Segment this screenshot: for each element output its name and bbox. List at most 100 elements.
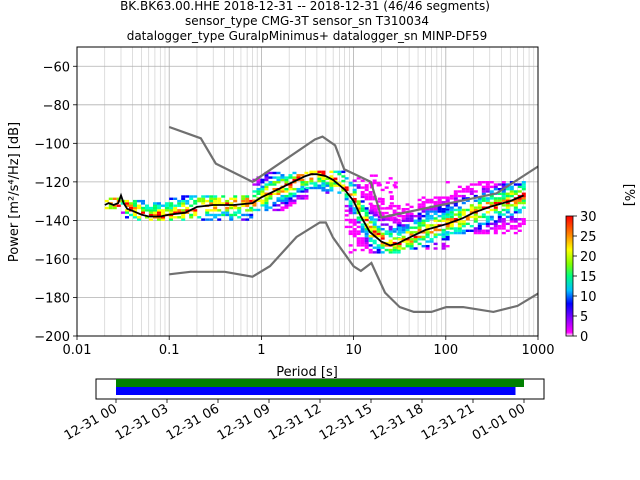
y-tick-label: −80 xyxy=(43,99,70,114)
density-cell xyxy=(296,197,301,200)
density-cell xyxy=(441,207,446,211)
density-cell xyxy=(260,201,265,205)
density-cell xyxy=(288,183,293,186)
density-cell xyxy=(229,213,234,217)
density-cell xyxy=(489,215,494,219)
density-cell xyxy=(481,206,486,209)
density-cell xyxy=(164,204,169,207)
density-cell xyxy=(213,202,218,205)
density-cell xyxy=(437,214,442,218)
density-cell xyxy=(237,209,242,212)
density-cell xyxy=(493,187,498,191)
density-cell xyxy=(217,213,222,217)
density-cell xyxy=(401,219,406,222)
density-cell xyxy=(457,206,462,209)
density-cell xyxy=(417,205,422,209)
density-cell xyxy=(252,201,257,205)
density-cell xyxy=(341,184,346,187)
density-cell xyxy=(229,197,234,200)
density-cell xyxy=(453,229,458,232)
density-cell xyxy=(485,181,490,184)
density-cell xyxy=(217,209,222,212)
density-cell xyxy=(477,201,482,205)
density-cell xyxy=(356,186,361,189)
density-cell xyxy=(501,183,506,186)
density-cell xyxy=(509,213,514,216)
density-cell xyxy=(481,190,486,193)
density-cell xyxy=(373,174,378,177)
density-cell xyxy=(229,206,234,210)
density-cell xyxy=(405,203,410,206)
density-cell xyxy=(437,210,442,213)
density-cell xyxy=(325,189,330,192)
density-cell xyxy=(425,235,430,239)
density-cell xyxy=(300,187,305,191)
density-cell xyxy=(481,185,486,189)
density-cell xyxy=(368,244,373,247)
density-cell xyxy=(300,183,305,186)
density-cell xyxy=(372,181,377,185)
density-cell xyxy=(344,204,349,208)
density-cell xyxy=(397,233,402,236)
grid-lines xyxy=(76,47,538,337)
density-cell xyxy=(148,213,153,217)
density-cell xyxy=(433,201,438,204)
density-cell xyxy=(437,219,442,222)
density-cell xyxy=(201,199,206,203)
density-cell xyxy=(352,209,357,212)
density-cell xyxy=(481,222,486,226)
density-cell xyxy=(169,197,174,200)
density-cell xyxy=(497,201,502,205)
density-cell xyxy=(360,248,365,252)
density-cell xyxy=(376,200,381,203)
density-cell xyxy=(433,203,438,206)
density-cell xyxy=(501,199,506,202)
density-cell xyxy=(272,192,277,195)
density-cell xyxy=(205,195,210,198)
colorbar-tick-label: 15 xyxy=(580,270,597,285)
density-cell xyxy=(392,204,397,208)
density-cell xyxy=(368,195,373,199)
density-cell xyxy=(457,229,462,232)
density-cell xyxy=(264,174,269,177)
density-cell xyxy=(369,209,374,212)
density-cell xyxy=(505,201,510,205)
noise-models xyxy=(168,125,539,314)
density-cell xyxy=(493,220,498,223)
density-cell xyxy=(433,217,438,220)
colorbar-tick-label: 0 xyxy=(580,330,588,345)
density-cell xyxy=(264,176,269,179)
density-cell xyxy=(360,228,365,231)
density-cell xyxy=(352,223,357,226)
density-cell xyxy=(384,248,389,252)
density-cell xyxy=(292,178,297,182)
density-cell xyxy=(264,192,269,195)
density-cell xyxy=(213,199,218,203)
density-cell xyxy=(389,195,394,198)
density-cell xyxy=(380,237,385,240)
density-cell xyxy=(276,197,281,200)
density-cell xyxy=(397,238,402,241)
density-cell xyxy=(409,219,414,222)
density-cell xyxy=(521,187,526,191)
density-cell xyxy=(481,192,486,195)
density-cell xyxy=(284,204,289,207)
density-cell xyxy=(469,183,474,186)
density-cell xyxy=(509,224,514,228)
density-cell xyxy=(485,201,490,205)
density-cell xyxy=(364,223,369,226)
density-cell xyxy=(469,211,474,214)
density-cell xyxy=(321,189,326,192)
density-cell xyxy=(489,222,494,226)
density-cell xyxy=(441,247,446,250)
density-cell xyxy=(485,224,490,228)
density-cell xyxy=(380,228,385,231)
density-cell xyxy=(372,232,377,236)
density-cell xyxy=(280,187,285,191)
density-cell xyxy=(401,231,406,234)
density-cell xyxy=(388,228,393,231)
density-cell xyxy=(132,213,137,217)
density-cell xyxy=(421,201,426,204)
